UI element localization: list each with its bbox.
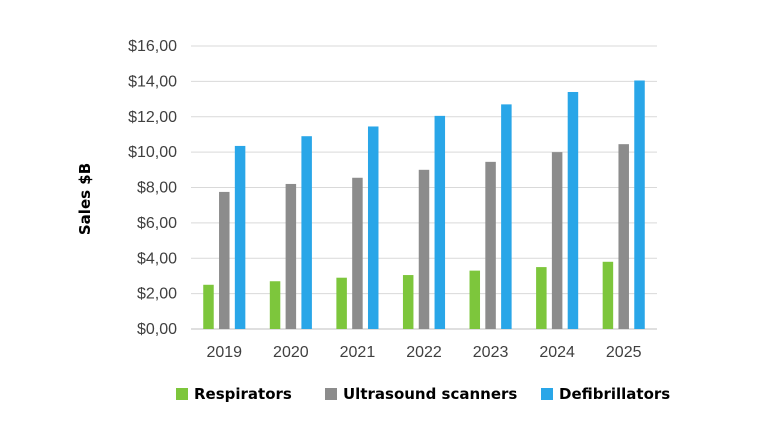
bar-defibrillators-2019	[234, 145, 246, 329]
bar-respirators-2022	[402, 275, 414, 329]
legend-swatch	[176, 388, 188, 400]
legend-swatch	[541, 388, 553, 400]
y-tick-label: $4,00	[137, 250, 177, 267]
bar-ultrasound-scanners-2020	[285, 183, 297, 329]
y-tick-label: $2,00	[137, 286, 177, 303]
y-tick-label: $0,00	[137, 321, 177, 338]
x-tick-label: 2022	[406, 344, 442, 361]
x-tick-label: 2021	[340, 344, 376, 361]
bar-respirators-2020	[269, 281, 281, 329]
bars	[203, 80, 645, 330]
bar-respirators-2025	[602, 261, 614, 329]
bar-defibrillators-2020	[301, 136, 312, 329]
bar-ultrasound-scanners-2019	[219, 191, 230, 329]
bar-defibrillators-2023	[501, 104, 512, 330]
bar-ultrasound-scanners-2021	[352, 177, 363, 329]
legend: Respirators Ultrasound scanners Defibrilla…	[176, 385, 670, 403]
bar-defibrillators-2022	[434, 115, 446, 329]
y-tick-label: $10,00	[128, 144, 177, 161]
bar-respirators-2024	[536, 267, 547, 329]
bar-ultrasound-scanners-2022	[418, 169, 430, 329]
x-axis-ticks: 2019 2020 2021 2022 2023 2024 2025	[206, 344, 641, 361]
x-tick-label: 2023	[473, 344, 509, 361]
bar-defibrillators-2024	[567, 91, 579, 329]
bar-ultrasound-scanners-2024	[551, 152, 563, 329]
bar-defibrillators-2021	[367, 126, 379, 330]
legend-label: Respirators	[194, 385, 292, 403]
y-tick-label: $8,00	[137, 180, 177, 197]
bar-respirators-2021	[336, 277, 347, 329]
x-tick-label: 2025	[606, 344, 642, 361]
y-tick-label: $12,00	[128, 109, 177, 126]
y-tick-label: $16,00	[128, 38, 177, 55]
bar-defibrillators-2025	[634, 80, 645, 329]
legend-label: Defibrillators	[559, 385, 670, 403]
y-axis-label: Sales $B	[76, 163, 94, 235]
x-tick-label: 2020	[273, 344, 309, 361]
y-tick-label: $6,00	[137, 215, 177, 232]
x-tick-label: 2019	[206, 344, 242, 361]
y-tick-label: $14,00	[128, 73, 177, 90]
bar-ultrasound-scanners-2023	[485, 161, 496, 329]
bar-respirators-2023	[469, 270, 481, 329]
legend-label: Ultrasound scanners	[343, 385, 517, 403]
bar-ultrasound-scanners-2025	[618, 144, 629, 329]
legend-swatch	[325, 388, 337, 400]
bar-respirators-2019	[203, 284, 214, 329]
x-tick-label: 2024	[539, 344, 575, 361]
y-axis-ticks: $0,00 $2,00 $4,00 $6,00 $8,00 $10,00 $12,00 $14…	[128, 38, 177, 338]
